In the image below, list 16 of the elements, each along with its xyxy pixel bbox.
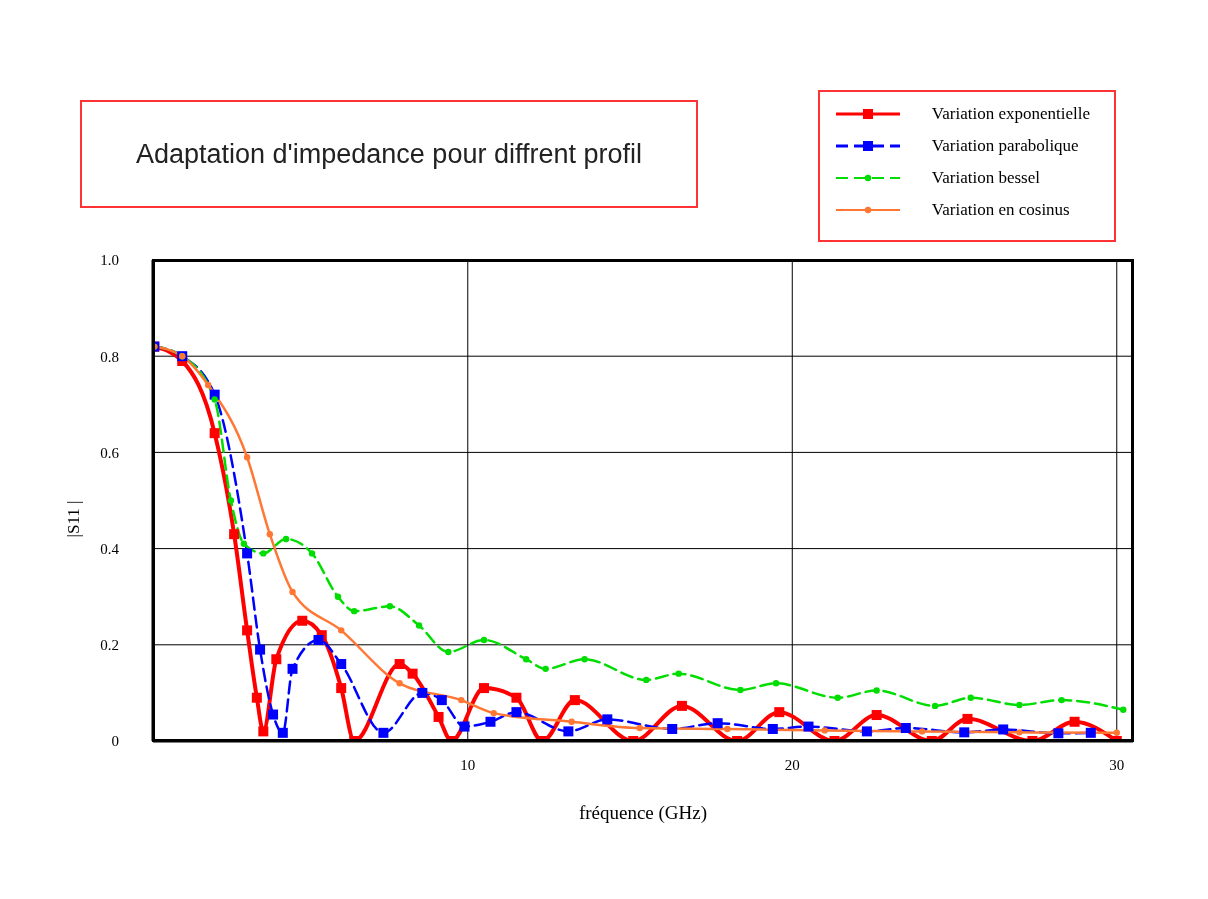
y-tick-label: 0.4 (100, 540, 120, 557)
y-tick-label: 0 (111, 733, 119, 750)
x-tick-label: 30 (1109, 756, 1125, 773)
legend-label: Variation parabolique (931, 136, 1079, 156)
legend-label: Variation exponentielle (931, 104, 1090, 124)
y-tick-label: 0.8 (100, 348, 119, 365)
y-tick-label: 0.2 (100, 637, 119, 654)
legend-label: Variation bessel (931, 168, 1040, 188)
y-axis-title: |S11 | (64, 500, 84, 538)
x-axis-title: fréquence (GHz) (578, 802, 708, 824)
y-tick-label: 0.6 (100, 444, 120, 461)
x-tick-label: 20 (784, 756, 800, 773)
legend-label: Variation en cosinus (931, 200, 1070, 220)
chart-title: Adaptation d'impedance pour diffrent profil (80, 100, 698, 208)
y-tick-label: 1.0 (100, 252, 119, 269)
x-tick-label: 10 (460, 756, 476, 773)
